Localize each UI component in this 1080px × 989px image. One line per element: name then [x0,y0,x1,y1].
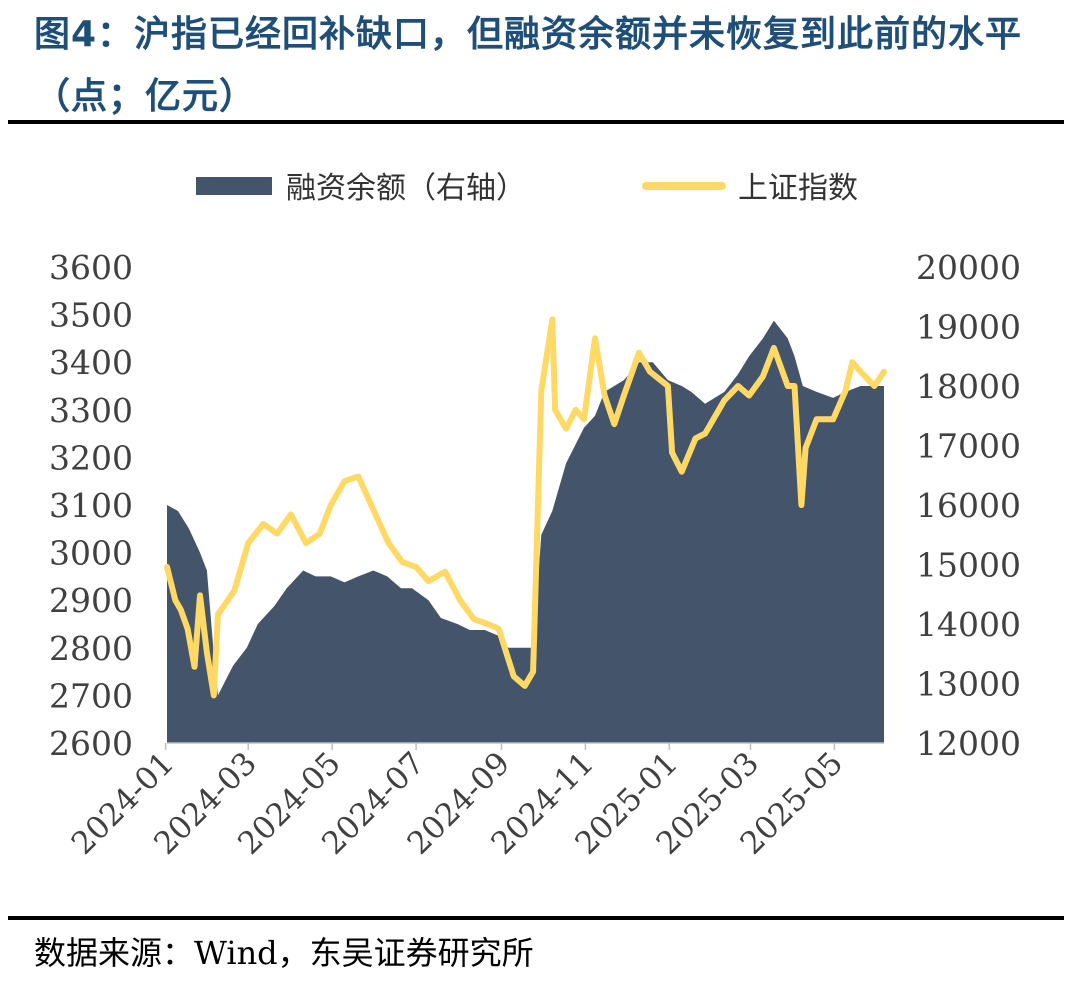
y-left-tick-label: 3500 [49,296,133,335]
legend: 融资余额（右轴） 上证指数 [196,171,858,206]
y-left-tick-label: 2700 [49,676,133,715]
margin-balance-area [167,320,884,743]
y-right-tick-label: 12000 [916,724,1021,763]
y-left-tick-label: 3200 [49,438,133,477]
y-left-tick-label: 2600 [49,724,133,763]
y-right-tick-label: 18000 [916,367,1021,406]
y-left-tick-label: 3100 [49,486,133,525]
figure-title: 图4：沪指已经回补缺口，但融资余额并未恢复到此前的水平（点；亿元） [34,14,1023,117]
y-left-tick-label: 3400 [49,343,133,382]
y-left-tick-label: 2800 [49,629,133,668]
y-right-tick-label: 16000 [916,486,1021,525]
y-right-tick-label: 20000 [916,248,1021,287]
chart: 融资余额（右轴） 上证指数 2600 2700 2800 2900 3000 3100 32… [49,171,1021,862]
y-left-tick-label: 3000 [49,534,133,573]
top-rule [8,120,1064,124]
y-right-tick-label: 15000 [916,546,1021,585]
y-right-tick-label: 13000 [916,665,1021,704]
shanghai-index-line-layer [164,316,887,699]
y-left-tick-label: 3600 [49,248,133,287]
margin-balance-area-layer [167,320,884,743]
y-right-tick-label: 17000 [916,427,1021,466]
y-right-tick-label: 14000 [916,605,1021,644]
source-note: 数据来源：Wind，东吴证券研究所 [34,934,534,972]
bottom-rule [8,916,1064,920]
legend-swatch-margin-balance [196,177,272,195]
y-left-tick-label: 3300 [49,391,133,430]
y-right-tick-label: 19000 [916,308,1021,347]
legend-label-shanghai-index: 上证指数 [738,171,858,206]
shanghai-index-line [164,316,887,699]
legend-label-margin-balance: 融资余额（右轴） [286,171,526,206]
y-left-tick-label: 2900 [49,581,133,620]
